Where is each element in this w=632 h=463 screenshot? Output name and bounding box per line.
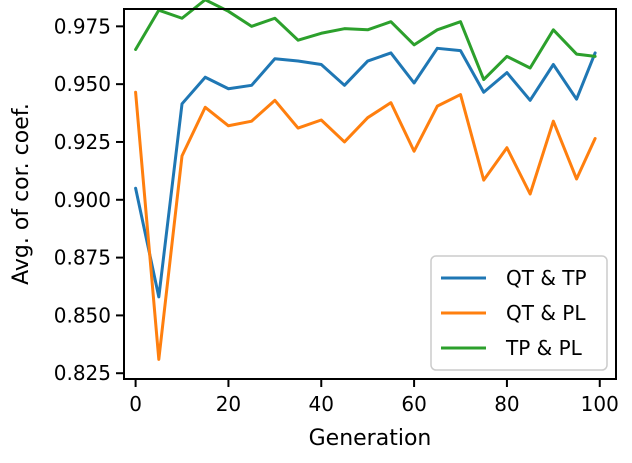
legend: QT & TP QT & PL TP & PL (430, 255, 608, 371)
x-axis: 0 20 40 60 80 100 (129, 379, 619, 416)
x-tick-label: 100 (581, 392, 619, 416)
y-tick-label: 0.950 (54, 72, 111, 96)
x-axis-label: Generation (309, 426, 432, 451)
legend-label: QT & PL (506, 301, 586, 325)
y-tick-label: 0.825 (54, 361, 111, 385)
x-tick-label: 40 (309, 392, 334, 416)
y-tick-label: 0.850 (54, 303, 111, 327)
plot-frame (123, 8, 617, 380)
series-line-2 (134, 90, 597, 361)
series-line-3 (134, 0, 597, 82)
x-tick-label: 60 (401, 392, 426, 416)
y-axis-label: Avg. of cor. coef. (9, 103, 34, 285)
y-axis: 0.825 0.850 0.875 0.900 0.925 0.950 0.975 (54, 14, 124, 385)
x-tick-label: 0 (129, 392, 142, 416)
series-layer (134, 0, 597, 361)
y-tick-label: 0.975 (54, 14, 111, 38)
legend-label: QT & TP (506, 266, 587, 290)
series-line-1 (134, 46, 597, 299)
legend-label: TP & PL (505, 336, 583, 360)
x-tick-label: 20 (216, 392, 241, 416)
legend-box (430, 255, 608, 371)
y-tick-label: 0.875 (54, 246, 111, 270)
y-tick-label: 0.925 (54, 130, 111, 154)
x-tick-label: 80 (494, 392, 519, 416)
y-tick-label: 0.900 (54, 188, 111, 212)
